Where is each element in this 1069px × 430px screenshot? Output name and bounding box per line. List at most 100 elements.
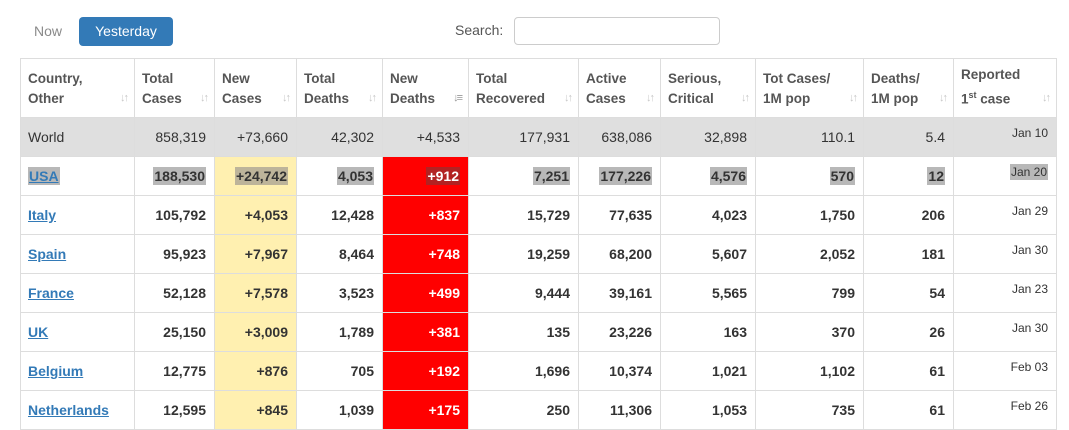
- country-link[interactable]: UK: [28, 324, 49, 340]
- active-cases-cell: 77,635: [578, 195, 661, 235]
- serious-critical-cell: 5,607: [660, 234, 756, 274]
- total-recovered-cell: 7,251: [468, 156, 579, 196]
- new-cases-cell: +7,967: [214, 234, 297, 274]
- table-row-france: France 52,128 +7,578 3,523 +499 9,444 39…: [20, 273, 1057, 313]
- sort-icon: ↓↑: [939, 92, 948, 104]
- col-header-deaths-1m[interactable]: Deaths/1M pop ↓↑: [863, 58, 954, 118]
- new-deaths-cell: +912: [382, 156, 469, 196]
- country-cell: World: [20, 117, 135, 157]
- total-recovered-cell: 177,931: [468, 117, 579, 157]
- reported-cell: Jan 30: [953, 234, 1057, 274]
- reported-cell: Jan 20: [953, 156, 1057, 196]
- col-header-active-cases[interactable]: Active Cases ↓↑: [578, 58, 661, 118]
- total-cases-cell: 12,595: [134, 390, 215, 430]
- reported-cell: Jan 30: [953, 312, 1057, 352]
- total-deaths-cell: 4,053: [296, 156, 383, 196]
- reported-cell: Jan 23: [953, 273, 1057, 313]
- active-cases-cell: 638,086: [578, 117, 661, 157]
- col-header-serious-critical[interactable]: Serious, Critical ↓↑: [660, 58, 756, 118]
- country-link[interactable]: Belgium: [28, 363, 84, 379]
- reported-cell: Feb 26: [953, 390, 1057, 430]
- country-cell: USA: [20, 156, 135, 196]
- top-bar: Now Yesterday Search:: [0, 0, 1069, 58]
- tot-cases-1m-cell: 799: [755, 273, 864, 313]
- sort-icon: ↓↑: [646, 92, 655, 104]
- country-cell: Italy: [20, 195, 135, 235]
- total-deaths-cell: 705: [296, 351, 383, 391]
- sort-icon: ↓↑: [1042, 92, 1051, 104]
- col-header-new-cases[interactable]: New Cases ↓↑: [214, 58, 297, 118]
- total-deaths-cell: 1,789: [296, 312, 383, 352]
- deaths-1m-cell: 206: [863, 195, 954, 235]
- stats-table: Country, Other ↓↑ Total Cases ↓↑ New Cases ↓↑ …: [20, 58, 1057, 430]
- sort-icon: ↓↑: [200, 92, 209, 104]
- deaths-1m-cell: 12: [863, 156, 954, 196]
- deaths-1m-cell: 5.4: [863, 117, 954, 157]
- deaths-1m-cell: 61: [863, 351, 954, 391]
- total-recovered-cell: 135: [468, 312, 579, 352]
- serious-critical-cell: 1,021: [660, 351, 756, 391]
- search-input[interactable]: [514, 17, 720, 45]
- new-deaths-cell: +837: [382, 195, 469, 235]
- col-header-total-cases[interactable]: Total Cases ↓↑: [134, 58, 215, 118]
- country-link[interactable]: Netherlands: [28, 402, 109, 418]
- total-cases-cell: 858,319: [134, 117, 215, 157]
- tot-cases-1m-cell: 1,102: [755, 351, 864, 391]
- active-cases-cell: 68,200: [578, 234, 661, 274]
- total-cases-cell: 188,530: [134, 156, 215, 196]
- tab-now[interactable]: Now: [33, 23, 62, 39]
- total-recovered-cell: 250: [468, 390, 579, 430]
- tot-cases-1m-cell: 370: [755, 312, 864, 352]
- table-row-belgium: Belgium 12,775 +876 705 +192 1,696 10,37…: [20, 351, 1057, 391]
- country-cell: France: [20, 273, 135, 313]
- tab-yesterday[interactable]: Yesterday: [79, 17, 173, 46]
- deaths-1m-cell: 181: [863, 234, 954, 274]
- sort-icon: ↓↑: [282, 92, 291, 104]
- country-cell: Netherlands: [20, 390, 135, 430]
- col-header-total-recovered[interactable]: Total Recovered ↓↑: [468, 58, 579, 118]
- new-cases-cell: +7,578: [214, 273, 297, 313]
- serious-critical-cell: 4,023: [660, 195, 756, 235]
- col-header-country[interactable]: Country, Other ↓↑: [20, 58, 135, 118]
- active-cases-cell: 23,226: [578, 312, 661, 352]
- active-cases-cell: 177,226: [578, 156, 661, 196]
- world-row: World 858,319 +73,660 42,302 +4,533 177,…: [20, 117, 1057, 157]
- country-link[interactable]: USA: [28, 167, 60, 185]
- tot-cases-1m-cell: 570: [755, 156, 864, 196]
- total-deaths-cell: 8,464: [296, 234, 383, 274]
- country-link[interactable]: Italy: [28, 207, 57, 223]
- total-recovered-cell: 9,444: [468, 273, 579, 313]
- table-row-uk: UK 25,150 +3,009 1,789 +381 135 23,226 1…: [20, 312, 1057, 352]
- sort-icon: ↓↑: [564, 92, 573, 104]
- serious-critical-cell: 5,565: [660, 273, 756, 313]
- col-header-tot-cases-1m[interactable]: Tot Cases/1M pop ↓↑: [755, 58, 864, 118]
- new-deaths-cell: +748: [382, 234, 469, 274]
- country-link[interactable]: Spain: [28, 246, 67, 262]
- new-cases-cell: +845: [214, 390, 297, 430]
- sort-icon: ↓↑: [849, 92, 858, 104]
- col-header-reported[interactable]: Reported 1st case ↓↑: [953, 58, 1057, 118]
- serious-critical-cell: 1,053: [660, 390, 756, 430]
- deaths-1m-cell: 26: [863, 312, 954, 352]
- new-deaths-cell: +499: [382, 273, 469, 313]
- sort-icon: ↓↑: [368, 92, 377, 104]
- header-row: Country, Other ↓↑ Total Cases ↓↑ New Cases ↓↑ …: [20, 58, 1057, 118]
- total-deaths-cell: 1,039: [296, 390, 383, 430]
- new-cases-cell: +876: [214, 351, 297, 391]
- table-row-netherlands: Netherlands 12,595 +845 1,039 +175 250 1…: [20, 390, 1057, 430]
- col-header-total-deaths[interactable]: Total Deaths ↓↑: [296, 58, 383, 118]
- col-header-new-deaths[interactable]: New Deaths ↓≡: [382, 58, 469, 118]
- country-link[interactable]: France: [28, 285, 74, 301]
- active-cases-cell: 11,306: [578, 390, 661, 430]
- serious-critical-cell: 4,576: [660, 156, 756, 196]
- reported-cell: Jan 10: [953, 117, 1057, 157]
- total-cases-cell: 25,150: [134, 312, 215, 352]
- new-deaths-cell: +4,533: [382, 117, 469, 157]
- total-recovered-cell: 15,729: [468, 195, 579, 235]
- tot-cases-1m-cell: 2,052: [755, 234, 864, 274]
- new-deaths-cell: +381: [382, 312, 469, 352]
- new-deaths-cell: +192: [382, 351, 469, 391]
- serious-critical-cell: 163: [660, 312, 756, 352]
- total-cases-cell: 12,775: [134, 351, 215, 391]
- sort-desc-icon: ↓≡: [453, 92, 463, 104]
